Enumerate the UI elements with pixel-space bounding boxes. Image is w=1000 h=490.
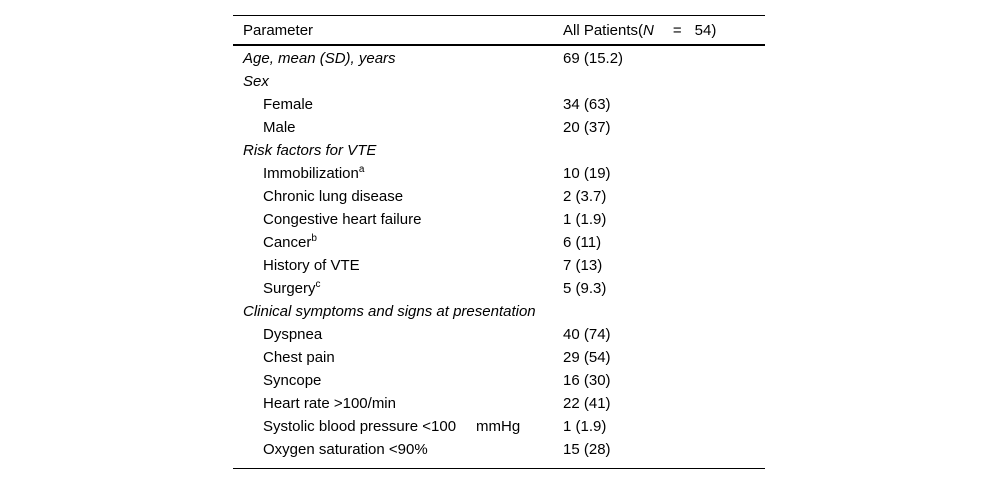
row-label: Sex [243,73,269,90]
table-row: Age, mean (SD), years 69 (15.2) [233,47,765,70]
row-label: Congestive heart failure [263,211,422,228]
header-all-patients: All Patients(N = 54) [563,22,716,39]
footnote-marker: c [315,279,321,290]
row-value: 2 (3.7) [563,188,607,205]
header-parameter: Parameter [243,21,314,39]
table-row: Chest pain 29 (54) [233,346,765,369]
patients-characteristics-table: Parameter All Patients(N = 54) Age, mean (… [233,15,765,469]
row-label: Immobilizationa [263,164,365,183]
row-value: 6 (11) [563,234,602,251]
table-row: Surgeryc 5 (9.3) [233,277,765,300]
table-row: Risk factors for VTE [233,139,765,162]
row-label: Heart rate >100/min [263,395,396,412]
row-value: 40 (74) [563,326,611,343]
row-label: Oxygen saturation <90% [263,441,428,458]
header-equals-sign: = [672,21,682,39]
header-n-symbol: N [643,21,654,39]
table-row: Systolic blood pressure <100 mmHg 1 (1.9) [233,415,765,438]
row-label: Risk factors for VTE [243,142,377,159]
row-value: 34 (63) [563,96,611,113]
table-row: Congestive heart failure 1 (1.9) [233,208,765,231]
row-value: 1 (1.9) [563,211,607,228]
row-value: 15 (28) [563,441,611,458]
table-body: Age, mean (SD), years 69 (15.2) Sex Female 3… [233,46,765,468]
row-label: Dyspnea [263,326,323,343]
row-label: Surgeryc [263,279,321,298]
row-label: Syncope [263,372,322,389]
row-label: Chronic lung disease [263,188,404,205]
table-row: Male 20 (37) [233,116,765,139]
table-row: Immobilizationa 10 (19) [233,162,765,185]
row-label: Clinical symptoms and signs at presentat… [243,303,536,320]
row-label: Male [263,119,296,136]
row-label: History of VTE [263,257,360,274]
row-value: 29 (54) [563,349,611,366]
table-row: Sex [233,70,765,93]
row-value: 69 (15.2) [563,50,624,67]
header-n-value: 54) [694,21,717,39]
table-row: Oxygen saturation <90% 15 (28) [233,438,765,461]
row-label: Cancerb [263,233,317,252]
row-value: 16 (30) [563,372,611,389]
row-value: 10 (19) [563,165,611,182]
row-value: 20 (37) [563,119,611,136]
header-group-prefix: All Patients( [563,21,644,39]
row-value: 22 (41) [563,395,611,412]
row-label: Female [263,96,314,113]
footnote-marker: a [358,164,365,175]
row-value: 1 (1.9) [563,418,607,435]
table-row: Clinical symptoms and signs at presentat… [233,300,765,323]
footnote-marker: b [311,233,317,244]
row-label: Systolic blood pressure <100 mmHg [263,418,521,435]
table-row: Syncope 16 (30) [233,369,765,392]
table-row: History of VTE 7 (13) [233,254,765,277]
row-label: Age, mean (SD), years [243,50,396,67]
row-value: 5 (9.3) [563,280,607,297]
table-row: Female 34 (63) [233,93,765,116]
table-row: Heart rate >100/min 22 (41) [233,392,765,415]
table-row: Cancerb 6 (11) [233,231,765,254]
table-header-row: Parameter All Patients(N = 54) [233,16,765,46]
unit-label: mmHg [476,418,521,435]
row-label: Chest pain [263,349,335,366]
table-row: Chronic lung disease 2 (3.7) [233,185,765,208]
row-value: 7 (13) [563,257,603,274]
table-row: Dyspnea 40 (74) [233,323,765,346]
